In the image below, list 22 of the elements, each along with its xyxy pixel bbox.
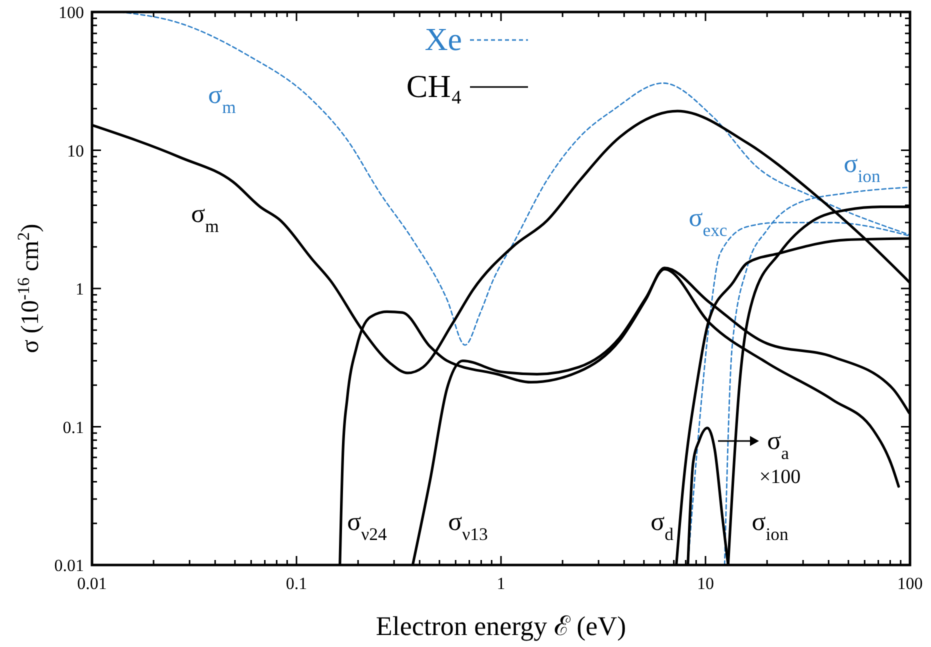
y-tick-label: 0.01 [54,556,84,575]
annotation: σ$_{ion}$ [752,507,788,544]
y-tick-label: 10 [67,141,84,160]
x-tick-label: 100 [897,574,923,593]
x-tick-label: 0.1 [286,574,308,593]
y-tick-label: 0.1 [62,418,84,437]
annotation: σ$_{ion}$ [844,149,880,186]
y-tick-label: 100 [58,3,84,22]
annotation: σ$_{a}$ [767,426,790,463]
annotation: σ$_{ν24}$ [347,507,387,544]
annotation: σ$_{exc}$ [688,203,728,240]
x-tick-label: 1 [496,574,506,593]
legend-label: CH₄ [406,68,462,104]
legend-label: Xe [424,21,462,57]
y-tick-label: 1 [76,280,84,298]
x-tick-label: 10 [697,574,714,593]
annotation: ×100 [759,466,801,488]
annotation: σ$_{d}$ [650,507,674,544]
x-axis-title: Electron energy ℰ (eV) [376,611,626,641]
annotation: σ$_{ν13}$ [448,507,488,544]
annotation: σ$_{m}$ [208,80,236,117]
annotation: σ$_{m}$ [191,199,220,236]
